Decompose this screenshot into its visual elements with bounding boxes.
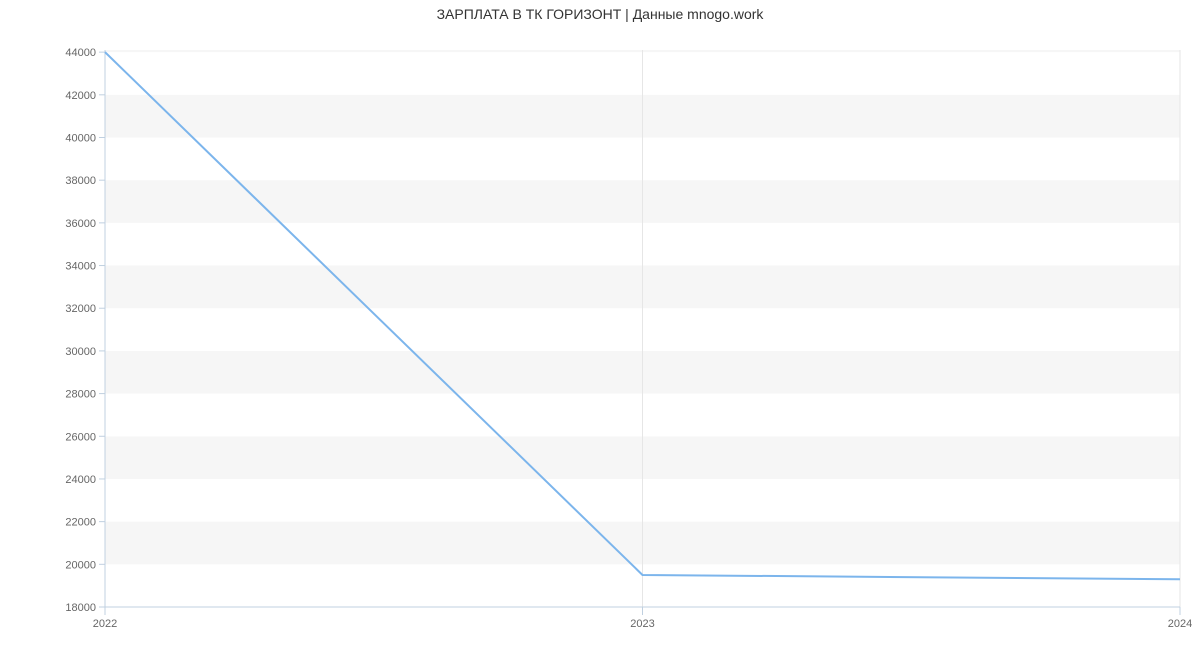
x-tick-label: 2022 [93, 618, 117, 630]
chart-container: ЗАРПЛАТА В ТК ГОРИЗОНТ | Данные mnogo.wo… [0, 0, 1200, 650]
y-tick-label: 32000 [65, 303, 96, 315]
y-tick-label: 20000 [65, 559, 96, 571]
y-tick-label: 30000 [65, 346, 96, 358]
y-tick-label: 28000 [65, 389, 96, 401]
y-tick-label: 36000 [65, 218, 96, 230]
y-tick-label: 34000 [65, 261, 96, 273]
chart-svg: 18000 20000 22000 24000 26000 28000 30000 32000… [0, 0, 1200, 650]
y-tick-label: 24000 [65, 474, 96, 486]
x-tick-label: 2023 [630, 618, 654, 630]
y-tick-label: 26000 [65, 431, 96, 443]
y-tick-label: 38000 [65, 175, 96, 187]
y-tick-label: 40000 [65, 132, 96, 144]
y-tick-label: 42000 [65, 90, 96, 102]
chart-title: ЗАРПЛАТА В ТК ГОРИЗОНТ | Данные mnogo.wo… [0, 6, 1200, 22]
y-tick-label: 44000 [65, 47, 96, 59]
y-tick-label: 22000 [65, 517, 96, 529]
x-tick-label: 2024 [1168, 618, 1192, 630]
y-tick-label: 18000 [65, 602, 96, 614]
